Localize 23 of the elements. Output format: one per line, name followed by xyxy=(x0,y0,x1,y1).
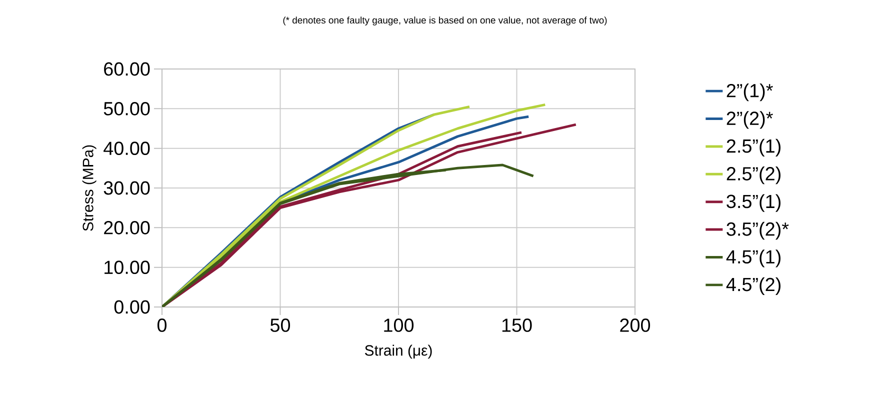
legend-label: 3.5”(1) xyxy=(726,194,780,212)
legend-label: 2.5”(2) xyxy=(726,166,780,184)
y-tick-label: 10.00 xyxy=(104,260,150,274)
y-axis-title: Stress (MPa) xyxy=(82,145,96,231)
y-tick-label: 50.00 xyxy=(104,102,150,116)
legend-label: 2”(2)* xyxy=(726,111,773,129)
x-axis-title: Strain (με) xyxy=(364,344,432,359)
x-tick-label: 0 xyxy=(157,318,167,332)
legend-label: 2.5”(1) xyxy=(726,138,780,156)
x-tick-label: 200 xyxy=(620,318,650,332)
y-tick-label: 0.00 xyxy=(114,300,150,314)
y-tick-label: 30.00 xyxy=(104,181,150,195)
x-tick-label: 150 xyxy=(502,318,532,332)
legend-label: 4.5”(1) xyxy=(726,250,780,268)
y-tick-label: 40.00 xyxy=(104,142,150,156)
x-tick-label: 50 xyxy=(270,318,290,332)
y-tick-label: 60.00 xyxy=(104,62,150,76)
legend-label: 3.5”(2)* xyxy=(726,222,789,240)
y-tick-label: 20.00 xyxy=(104,220,150,234)
legend-label: 4.5”(2) xyxy=(726,277,780,295)
legend-label: 2”(1)* xyxy=(726,83,773,102)
chart-subtitle: (* denotes one faulty gauge, value is based on one value, not average of two) xyxy=(283,16,607,26)
x-tick-label: 100 xyxy=(384,318,414,332)
